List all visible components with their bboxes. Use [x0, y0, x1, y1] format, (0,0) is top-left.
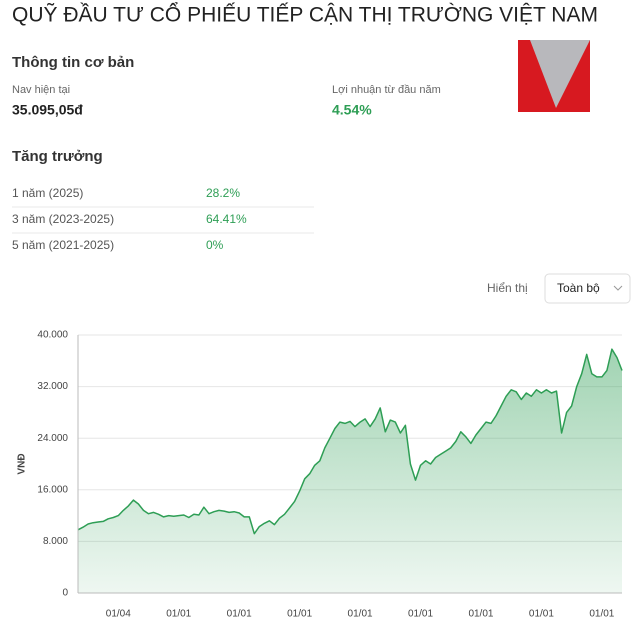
logo-shape [530, 40, 590, 108]
row-label: 3 năm (2023-2025) [12, 212, 114, 226]
x-tick-label: 01/01 [408, 609, 433, 620]
y-tick-label: 0 [62, 588, 68, 599]
fund-logo [518, 40, 590, 112]
row-label: 1 năm (2025) [12, 186, 83, 200]
filter-label: Hiển thị [487, 281, 528, 295]
x-tick-label: 01/01 [166, 609, 191, 620]
nav-value: 35.095,05đ [12, 102, 83, 118]
y-tick-label: 24.000 [37, 433, 68, 444]
growth-table: 1 năm (2025) 28.2% 3 năm (2023-2025) 64.41%… [12, 186, 314, 252]
y-tick-label: 16.000 [37, 484, 68, 495]
row-value: 28.2% [206, 186, 240, 200]
x-tick-label: 01/04 [106, 609, 131, 620]
row-value: 0% [206, 238, 224, 252]
x-tick-label: 01/01 [287, 609, 312, 620]
y-tick-label: 32.000 [37, 381, 68, 392]
select-value[interactable]: Toàn bộ [557, 281, 600, 295]
filter-select[interactable]: Toàn bộ [544, 273, 631, 304]
row-label: 5 năm (2021-2025) [12, 238, 114, 252]
return-label: Lợi nhuận từ đầu năm [332, 84, 441, 96]
x-tick-label: 01/01 [529, 609, 554, 620]
y-tick-label: 40.000 [37, 330, 68, 341]
chevron [613, 285, 623, 291]
area [78, 349, 622, 593]
x-tick-label: 01/01 [589, 609, 614, 620]
select-box[interactable] [544, 273, 631, 304]
chart: 0 8.000 16.000 24.000 32.000 40.000 VNĐ 01/04 01… [17, 330, 623, 620]
x-tick-label: 01/01 [227, 609, 252, 620]
section-heading: Thông tin cơ bản [12, 54, 134, 71]
row-value: 64.41% [206, 212, 247, 226]
line [77, 348, 623, 535]
y-axis-label: VNĐ [17, 453, 28, 474]
y-tick-label: 8.000 [43, 536, 68, 547]
x-tick-label: 01/01 [348, 609, 373, 620]
x-tick-label: 01/01 [468, 609, 493, 620]
page-title: QUỸ ĐẦU TƯ CỔ PHIẾU TIẾP CẬN THỊ TRƯỜNG … [12, 3, 598, 27]
return-value: 4.54% [332, 102, 372, 118]
nav-label: Nav hiện tại [12, 84, 70, 96]
section-heading: Tăng trưởng [12, 148, 103, 165]
